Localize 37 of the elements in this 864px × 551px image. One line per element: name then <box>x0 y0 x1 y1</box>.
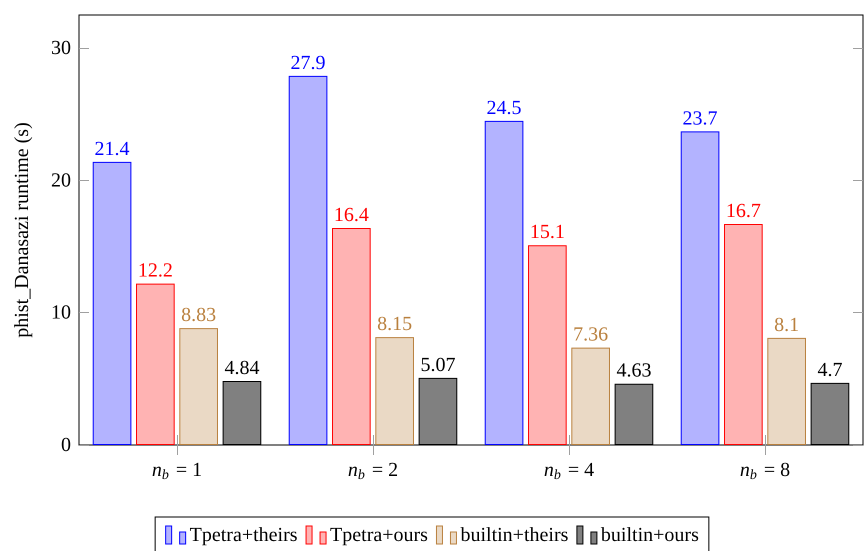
data-label: 16.4 <box>334 204 369 226</box>
data-label: 15.1 <box>530 221 565 244</box>
data-label: 4.7 <box>817 358 842 381</box>
bar <box>375 337 414 445</box>
bar <box>724 224 763 445</box>
legend-label: Tpetra+theirs <box>190 524 298 546</box>
data-label: 8.1 <box>774 314 800 336</box>
bar <box>288 76 328 445</box>
bar <box>179 328 218 445</box>
data-label: 4.63 <box>616 360 652 382</box>
y-tick-label: 0 <box>61 434 71 456</box>
bar <box>680 131 720 445</box>
data-label: 4.84 <box>224 356 260 379</box>
bar <box>528 245 567 445</box>
y-tick-label: 10 <box>51 302 71 324</box>
legend-label: builtin+ours <box>600 524 700 546</box>
y-axis-title: phist_Danasazi runtime (s) <box>11 122 33 338</box>
data-label: 5.07 <box>420 354 456 376</box>
data-label: 16.7 <box>726 200 761 222</box>
data-label: 12.2 <box>138 260 173 282</box>
legend-label: Tpetra+ours <box>330 524 428 546</box>
y-tick-label: 20 <box>51 169 71 192</box>
data-label: 24.5 <box>486 96 522 119</box>
bar <box>484 120 524 445</box>
y-tick-label: 30 <box>51 37 71 60</box>
data-label: 7.36 <box>573 324 608 346</box>
data-label: 21.4 <box>94 138 130 160</box>
legend-label: builtin+theirs <box>460 524 569 546</box>
bar <box>92 162 132 445</box>
data-label: 8.15 <box>377 313 412 336</box>
bar <box>767 338 806 445</box>
data-label: 8.83 <box>181 304 216 326</box>
data-label: 27.9 <box>290 52 326 74</box>
bar <box>136 284 175 445</box>
bar <box>332 228 371 445</box>
data-label: 23.7 <box>682 107 718 130</box>
bar <box>571 348 610 445</box>
